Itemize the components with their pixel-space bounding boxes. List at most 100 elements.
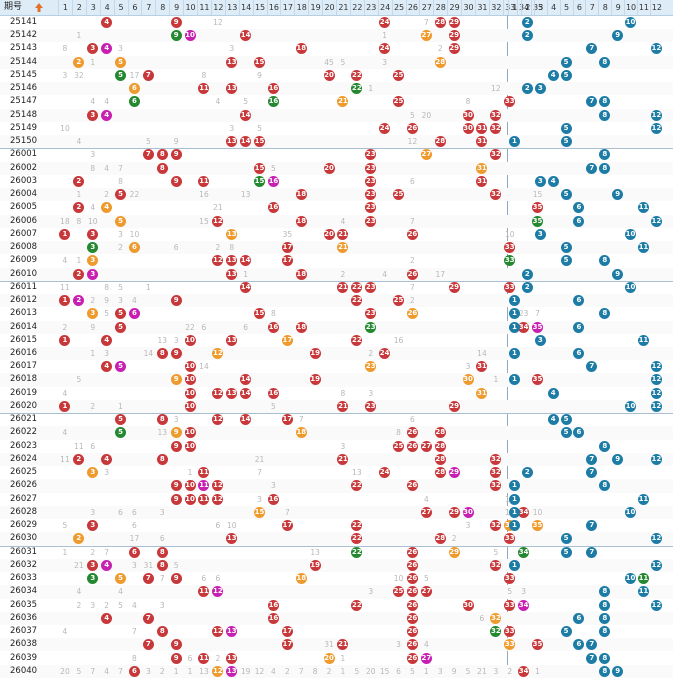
front-ball[interactable]: 1 xyxy=(59,295,71,307)
back-ball[interactable]: 4 xyxy=(547,175,559,187)
sort-up-icon[interactable] xyxy=(35,3,43,12)
front-ball[interactable]: 26 xyxy=(406,652,418,664)
front-ball[interactable]: 26 xyxy=(406,559,418,571)
back-ball[interactable]: 11 xyxy=(637,493,649,505)
issue-number[interactable]: 26036 xyxy=(10,612,38,623)
front-ball[interactable]: 9 xyxy=(170,149,182,161)
front-ball[interactable]: 8 xyxy=(156,453,168,465)
front-ball[interactable]: 18 xyxy=(295,573,307,585)
back-ball[interactable]: 7 xyxy=(586,639,598,651)
front-ball[interactable]: 14 xyxy=(240,109,252,121)
front-ball[interactable]: 8 xyxy=(156,348,168,359)
front-ball[interactable]: 21 xyxy=(337,639,349,651)
issue-number[interactable]: 26029 xyxy=(10,520,38,531)
header-front-number[interactable]: 1 xyxy=(58,0,72,15)
front-ball[interactable]: 9 xyxy=(170,17,182,28)
header-back-number[interactable]: 8 xyxy=(598,0,611,15)
front-ball[interactable]: 11 xyxy=(198,493,210,505)
issue-number[interactable]: 26028 xyxy=(10,506,38,517)
front-ball[interactable]: 6 xyxy=(128,83,140,95)
back-ball[interactable]: 10 xyxy=(625,506,637,518)
front-ball[interactable]: 26 xyxy=(406,612,418,624)
front-ball[interactable]: 16 xyxy=(267,493,279,505)
front-ball[interactable]: 16 xyxy=(267,202,279,214)
front-ball[interactable]: 10 xyxy=(184,30,196,42)
front-ball[interactable]: 22 xyxy=(351,520,363,532)
front-ball[interactable]: 5 xyxy=(115,56,127,68)
front-ball[interactable]: 11 xyxy=(198,480,210,492)
front-ball[interactable]: 30 xyxy=(462,122,474,134)
front-ball[interactable]: 33 xyxy=(504,255,516,267)
header-front-number[interactable]: 28 xyxy=(433,0,447,15)
back-ball[interactable]: 1 xyxy=(508,321,520,333)
front-ball[interactable]: 24 xyxy=(379,17,391,28)
front-ball[interactable]: 7 xyxy=(142,69,154,81)
back-ball[interactable]: 5 xyxy=(560,69,572,81)
issue-number[interactable]: 25150 xyxy=(10,136,38,147)
issue-number[interactable]: 26023 xyxy=(10,440,38,451)
front-ball[interactable]: 14 xyxy=(240,387,252,399)
back-ball[interactable]: 11 xyxy=(637,586,649,598)
front-ball[interactable]: 3 xyxy=(87,308,99,320)
front-ball[interactable]: 29 xyxy=(448,467,460,479)
front-ball[interactable]: 22 xyxy=(351,599,363,611)
front-ball[interactable]: 4 xyxy=(101,334,113,346)
front-ball[interactable]: 35 xyxy=(532,520,544,532)
front-ball[interactable]: 23 xyxy=(365,149,377,161)
header-front-number[interactable]: 8 xyxy=(155,0,169,15)
header-front-number[interactable]: 21 xyxy=(336,0,350,15)
front-ball[interactable]: 26 xyxy=(406,440,418,452)
back-ball[interactable]: 10 xyxy=(625,17,637,28)
back-ball[interactable]: 7 xyxy=(586,520,598,532)
front-ball[interactable]: 16 xyxy=(267,599,279,611)
front-ball[interactable]: 21 xyxy=(337,400,349,412)
front-ball[interactable]: 28 xyxy=(434,453,446,465)
back-ball[interactable]: 3 xyxy=(534,175,546,187)
issue-number[interactable]: 26038 xyxy=(10,639,38,650)
front-ball[interactable]: 34 xyxy=(518,665,530,677)
front-ball[interactable]: 6 xyxy=(128,665,140,677)
front-ball[interactable]: 27 xyxy=(420,149,432,161)
front-ball[interactable]: 7 xyxy=(142,639,154,651)
issue-number[interactable]: 26027 xyxy=(10,493,38,504)
front-ball[interactable]: 5 xyxy=(115,361,127,373)
front-ball[interactable]: 14 xyxy=(240,30,252,42)
front-ball[interactable]: 22 xyxy=(351,295,363,307)
front-ball[interactable]: 6 xyxy=(128,242,140,254)
front-ball[interactable]: 14 xyxy=(240,281,252,293)
front-ball[interactable]: 12 xyxy=(212,387,224,399)
front-ball[interactable]: 4 xyxy=(101,43,113,55)
front-ball[interactable]: 33 xyxy=(504,599,516,611)
front-ball[interactable]: 3 xyxy=(87,109,99,121)
front-ball[interactable]: 3 xyxy=(87,268,99,280)
front-ball[interactable]: 4 xyxy=(101,361,113,373)
front-ball[interactable]: 5 xyxy=(115,189,127,201)
back-ball[interactable]: 6 xyxy=(573,639,585,651)
back-ball[interactable]: 5 xyxy=(560,189,572,201)
back-ball[interactable]: 2 xyxy=(521,467,533,479)
front-ball[interactable]: 27 xyxy=(420,440,432,452)
front-ball[interactable]: 33 xyxy=(504,281,516,293)
front-ball[interactable]: 28 xyxy=(434,17,446,28)
back-ball[interactable]: 8 xyxy=(599,626,611,638)
issue-number[interactable]: 25148 xyxy=(10,109,38,120)
back-ball[interactable]: 12 xyxy=(650,122,662,134)
front-ball[interactable]: 23 xyxy=(365,162,377,174)
issue-number[interactable]: 26017 xyxy=(10,361,38,372)
header-front-number[interactable]: 22 xyxy=(349,0,364,15)
front-ball[interactable]: 20 xyxy=(323,228,335,240)
front-ball[interactable]: 9 xyxy=(170,652,182,664)
front-ball[interactable]: 33 xyxy=(504,573,516,585)
front-ball[interactable]: 3 xyxy=(87,228,99,240)
front-ball[interactable]: 2 xyxy=(73,453,85,465)
front-ball[interactable]: 27 xyxy=(420,30,432,42)
issue-number[interactable]: 26033 xyxy=(10,573,38,584)
back-ball[interactable]: 9 xyxy=(612,453,624,465)
front-ball[interactable]: 13 xyxy=(226,334,238,346)
header-front-number[interactable]: 16 xyxy=(266,0,281,15)
front-ball[interactable]: 3 xyxy=(87,520,99,532)
front-ball[interactable]: 28 xyxy=(434,136,446,148)
front-ball[interactable]: 20 xyxy=(323,162,335,174)
back-ball[interactable]: 12 xyxy=(650,559,662,571)
back-ball[interactable]: 8 xyxy=(599,56,611,68)
